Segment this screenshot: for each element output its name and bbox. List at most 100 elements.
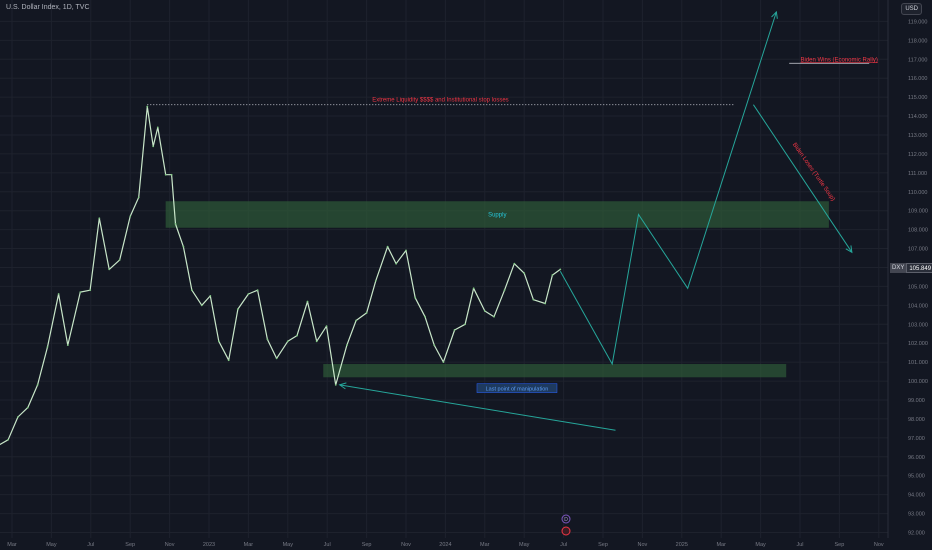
price-point [137, 196, 140, 199]
price-point [36, 383, 39, 386]
price-point [156, 126, 159, 129]
y-tick-label: 108.000 [908, 228, 928, 234]
price-point [79, 291, 82, 293]
y-tick-label: 102.000 [908, 341, 928, 347]
x-tick-label: Jul [796, 542, 803, 548]
price-point [424, 315, 426, 318]
y-tick-label: 93.000 [908, 512, 925, 518]
x-tick-label: Nov [874, 542, 884, 548]
y-tick-label: 115.000 [908, 95, 927, 101]
x-tick-label: Mar [716, 542, 726, 548]
x-tick-label: Nov [165, 542, 175, 548]
zone-label: Supply [488, 212, 506, 218]
x-tick-label: May [519, 542, 530, 548]
chart-zones: Supply [165, 201, 829, 378]
earnings-badge-icon[interactable] [561, 526, 571, 536]
price-axis[interactable]: 92.000 93.000 94.000 95.000 96.000 97.000 98.0… [887, 0, 928, 538]
y-tick-label: 109.000 [908, 209, 928, 215]
y-tick-label: 100.000 [908, 379, 928, 385]
currency-button[interactable]: USD [901, 3, 922, 15]
price-point [365, 312, 368, 314]
y-tick-label: 104.000 [908, 303, 928, 309]
y-tick-label: 113.000 [908, 133, 927, 139]
price-tag-value: 105.849 [906, 263, 932, 273]
price-zone [323, 364, 787, 378]
y-tick-label: 97.000 [908, 436, 925, 442]
dividend-badge-icon[interactable] [561, 514, 571, 524]
price-point [174, 223, 177, 225]
price-point [200, 304, 203, 307]
price-point [346, 344, 348, 347]
price-point [66, 344, 69, 347]
price-point [118, 259, 121, 261]
event-badges[interactable]: D [561, 514, 571, 536]
manipulation-label: Last point of manipulation [486, 387, 549, 393]
x-tick-label: Jul [87, 542, 94, 548]
projection-arrows [338, 10, 853, 431]
y-tick-label: 92.000 [908, 531, 925, 537]
x-tick-label: Mar [7, 542, 17, 548]
price-point [129, 215, 132, 218]
price-point [152, 145, 155, 148]
x-tick-label: 2023 [203, 542, 215, 548]
x-tick-label: May [755, 542, 766, 548]
price-point [286, 340, 289, 343]
price-point [315, 340, 318, 343]
dividend-badge-letter: D [564, 517, 568, 523]
x-tick-label: Sep [835, 542, 845, 548]
y-tick-label: 111.000 [908, 171, 927, 177]
price-point [146, 105, 149, 108]
price-series [0, 105, 562, 446]
y-tick-label: 101.000 [908, 360, 928, 366]
price-point [523, 272, 526, 275]
price-zone [165, 201, 829, 228]
y-tick-label: 103.000 [908, 322, 928, 328]
y-tick-label: 118.000 [908, 38, 927, 44]
price-point [266, 338, 269, 341]
time-axis[interactable]: Mar May Jul Sep Nov 2023 Mar May Jul Sep Nov 2024 Ma… [7, 542, 884, 548]
y-tick-label: 116.000 [908, 76, 927, 82]
y-tick-label: 95.000 [908, 474, 925, 480]
price-point [334, 383, 337, 386]
price-point [247, 293, 250, 295]
price-point [532, 298, 535, 301]
price-point [108, 268, 111, 271]
price-point [296, 334, 298, 337]
price-point [227, 359, 230, 362]
y-tick-label: 110.000 [908, 190, 927, 196]
price-point [57, 293, 60, 295]
y-tick-label: 94.000 [908, 493, 925, 499]
price-point [182, 245, 185, 248]
y-tick-label: 105.000 [908, 284, 928, 290]
price-point [472, 287, 475, 290]
liquidity-label: Extreme Liquidity $$$$ and Institutional… [372, 98, 508, 104]
price-point [236, 308, 239, 311]
price-point [544, 302, 547, 305]
x-tick-label: Jul [560, 542, 567, 548]
price-point [493, 315, 495, 318]
price-point [46, 346, 49, 348]
projection-arrowhead [338, 382, 347, 390]
price-point [256, 289, 259, 292]
price-point [89, 289, 92, 292]
x-tick-label: May [283, 542, 294, 548]
price-point [483, 310, 486, 312]
y-tick-label: 98.000 [908, 417, 925, 423]
x-tick-label: May [46, 542, 57, 548]
price-point [306, 300, 309, 303]
price-point [513, 262, 516, 265]
x-tick-label: Sep [362, 542, 372, 548]
price-point [405, 249, 407, 252]
x-tick-label: Mar [244, 542, 254, 548]
y-tick-label: 112.000 [908, 152, 927, 158]
projection-arrowhead [845, 245, 853, 254]
price-point [386, 245, 389, 248]
x-tick-label: Sep [598, 542, 608, 548]
price-point [275, 357, 278, 360]
price-point [17, 416, 19, 418]
y-tick-label: 96.000 [908, 455, 925, 461]
symbol-title[interactable]: U.S. Dollar Index, 1D, TVC [6, 4, 90, 11]
x-tick-label: 2024 [439, 542, 451, 548]
x-tick-label: Jul [324, 542, 331, 548]
